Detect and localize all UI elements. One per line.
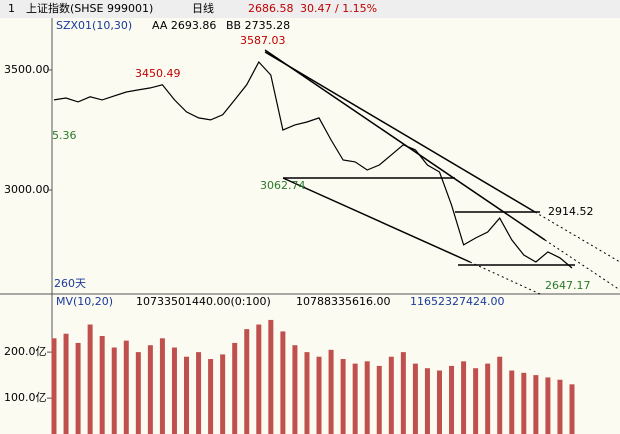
- volume-bar: [569, 384, 575, 434]
- volume-bar: [99, 336, 105, 434]
- annotation: 3587.03: [240, 34, 286, 47]
- annotation: 2647.17: [545, 279, 591, 292]
- volume-bar: [268, 319, 274, 434]
- volume-bar: [51, 338, 57, 434]
- volume-bar: [123, 340, 129, 434]
- volume-bar: [557, 379, 563, 434]
- volume-bar: [75, 342, 81, 434]
- trend-lines-dotted: [469, 211, 620, 295]
- volume-bar: [184, 356, 190, 434]
- volume-bar: [340, 359, 346, 434]
- volume-bar: [87, 324, 93, 434]
- indicator: AA 2693.86: [152, 19, 216, 32]
- volume-bar: [521, 372, 527, 434]
- volume-bar: [449, 365, 455, 434]
- volume-bar: [376, 365, 382, 434]
- volume-bar: [196, 352, 202, 434]
- volume-bar: [473, 368, 479, 434]
- volume-bar: [400, 352, 406, 434]
- volume-bar: [280, 331, 286, 434]
- indicator: 11652327424.00: [410, 295, 504, 308]
- trend-lines: [264, 49, 575, 266]
- volume-bar: [135, 352, 141, 434]
- volume-bar: [244, 329, 250, 434]
- volume-bar: [424, 368, 430, 434]
- y-tick-label: 3500.00: [4, 63, 50, 76]
- volume-bar: [220, 354, 226, 434]
- change: 30.47 / 1.15%: [300, 2, 377, 15]
- y-tick-label: 3000.00: [4, 183, 50, 196]
- volume-bar: [111, 347, 117, 434]
- volume-bar: [63, 333, 69, 434]
- index-no: 1: [8, 2, 15, 15]
- index-name[interactable]: 上证指数(SHSE 999001): [26, 1, 153, 15]
- annotation: 3450.49: [135, 67, 181, 80]
- annotation: 3062.74: [260, 179, 306, 192]
- volume-bar: [533, 375, 539, 434]
- volume-bar: [364, 361, 370, 434]
- indicator: 10788335616.00: [296, 295, 390, 308]
- volume-bar: [328, 349, 334, 434]
- y-tick-label: 200.0亿: [4, 345, 47, 358]
- volume-bar: [292, 345, 298, 434]
- volume-bar: [388, 356, 394, 434]
- volume-bar: [208, 359, 214, 434]
- volume-bar: [509, 370, 515, 434]
- volume-bar: [485, 363, 491, 434]
- volume-bar: [352, 363, 358, 434]
- price: 2686.58: [248, 2, 294, 15]
- indicator: 10733501440.00(0:100): [136, 295, 271, 308]
- volume-bar: [304, 352, 310, 434]
- volume-bar: [232, 342, 238, 434]
- volume-bar: [171, 347, 177, 434]
- volume-bar: [256, 324, 262, 434]
- annotation: 260天: [54, 277, 86, 290]
- y-tick-label: 100.0亿: [4, 391, 47, 404]
- price-title: SZX01(10,30): [56, 19, 132, 32]
- annotation: 5.36: [52, 129, 77, 142]
- volume-bar: [412, 363, 418, 434]
- annotation: 2914.52: [548, 205, 594, 218]
- volume-bar: [316, 356, 322, 434]
- volume-bar: [545, 377, 551, 434]
- volume-bar: [461, 361, 467, 434]
- price-line: [53, 60, 573, 269]
- volume-title: MV(10,20): [56, 295, 113, 308]
- indicator: BB 2735.28: [226, 19, 290, 32]
- volume-bar: [436, 370, 442, 434]
- period[interactable]: 日线: [192, 1, 214, 15]
- volume-bar: [147, 345, 153, 434]
- header-bar: [0, 0, 620, 18]
- volume-bar: [159, 338, 165, 434]
- volume-bar: [497, 356, 503, 434]
